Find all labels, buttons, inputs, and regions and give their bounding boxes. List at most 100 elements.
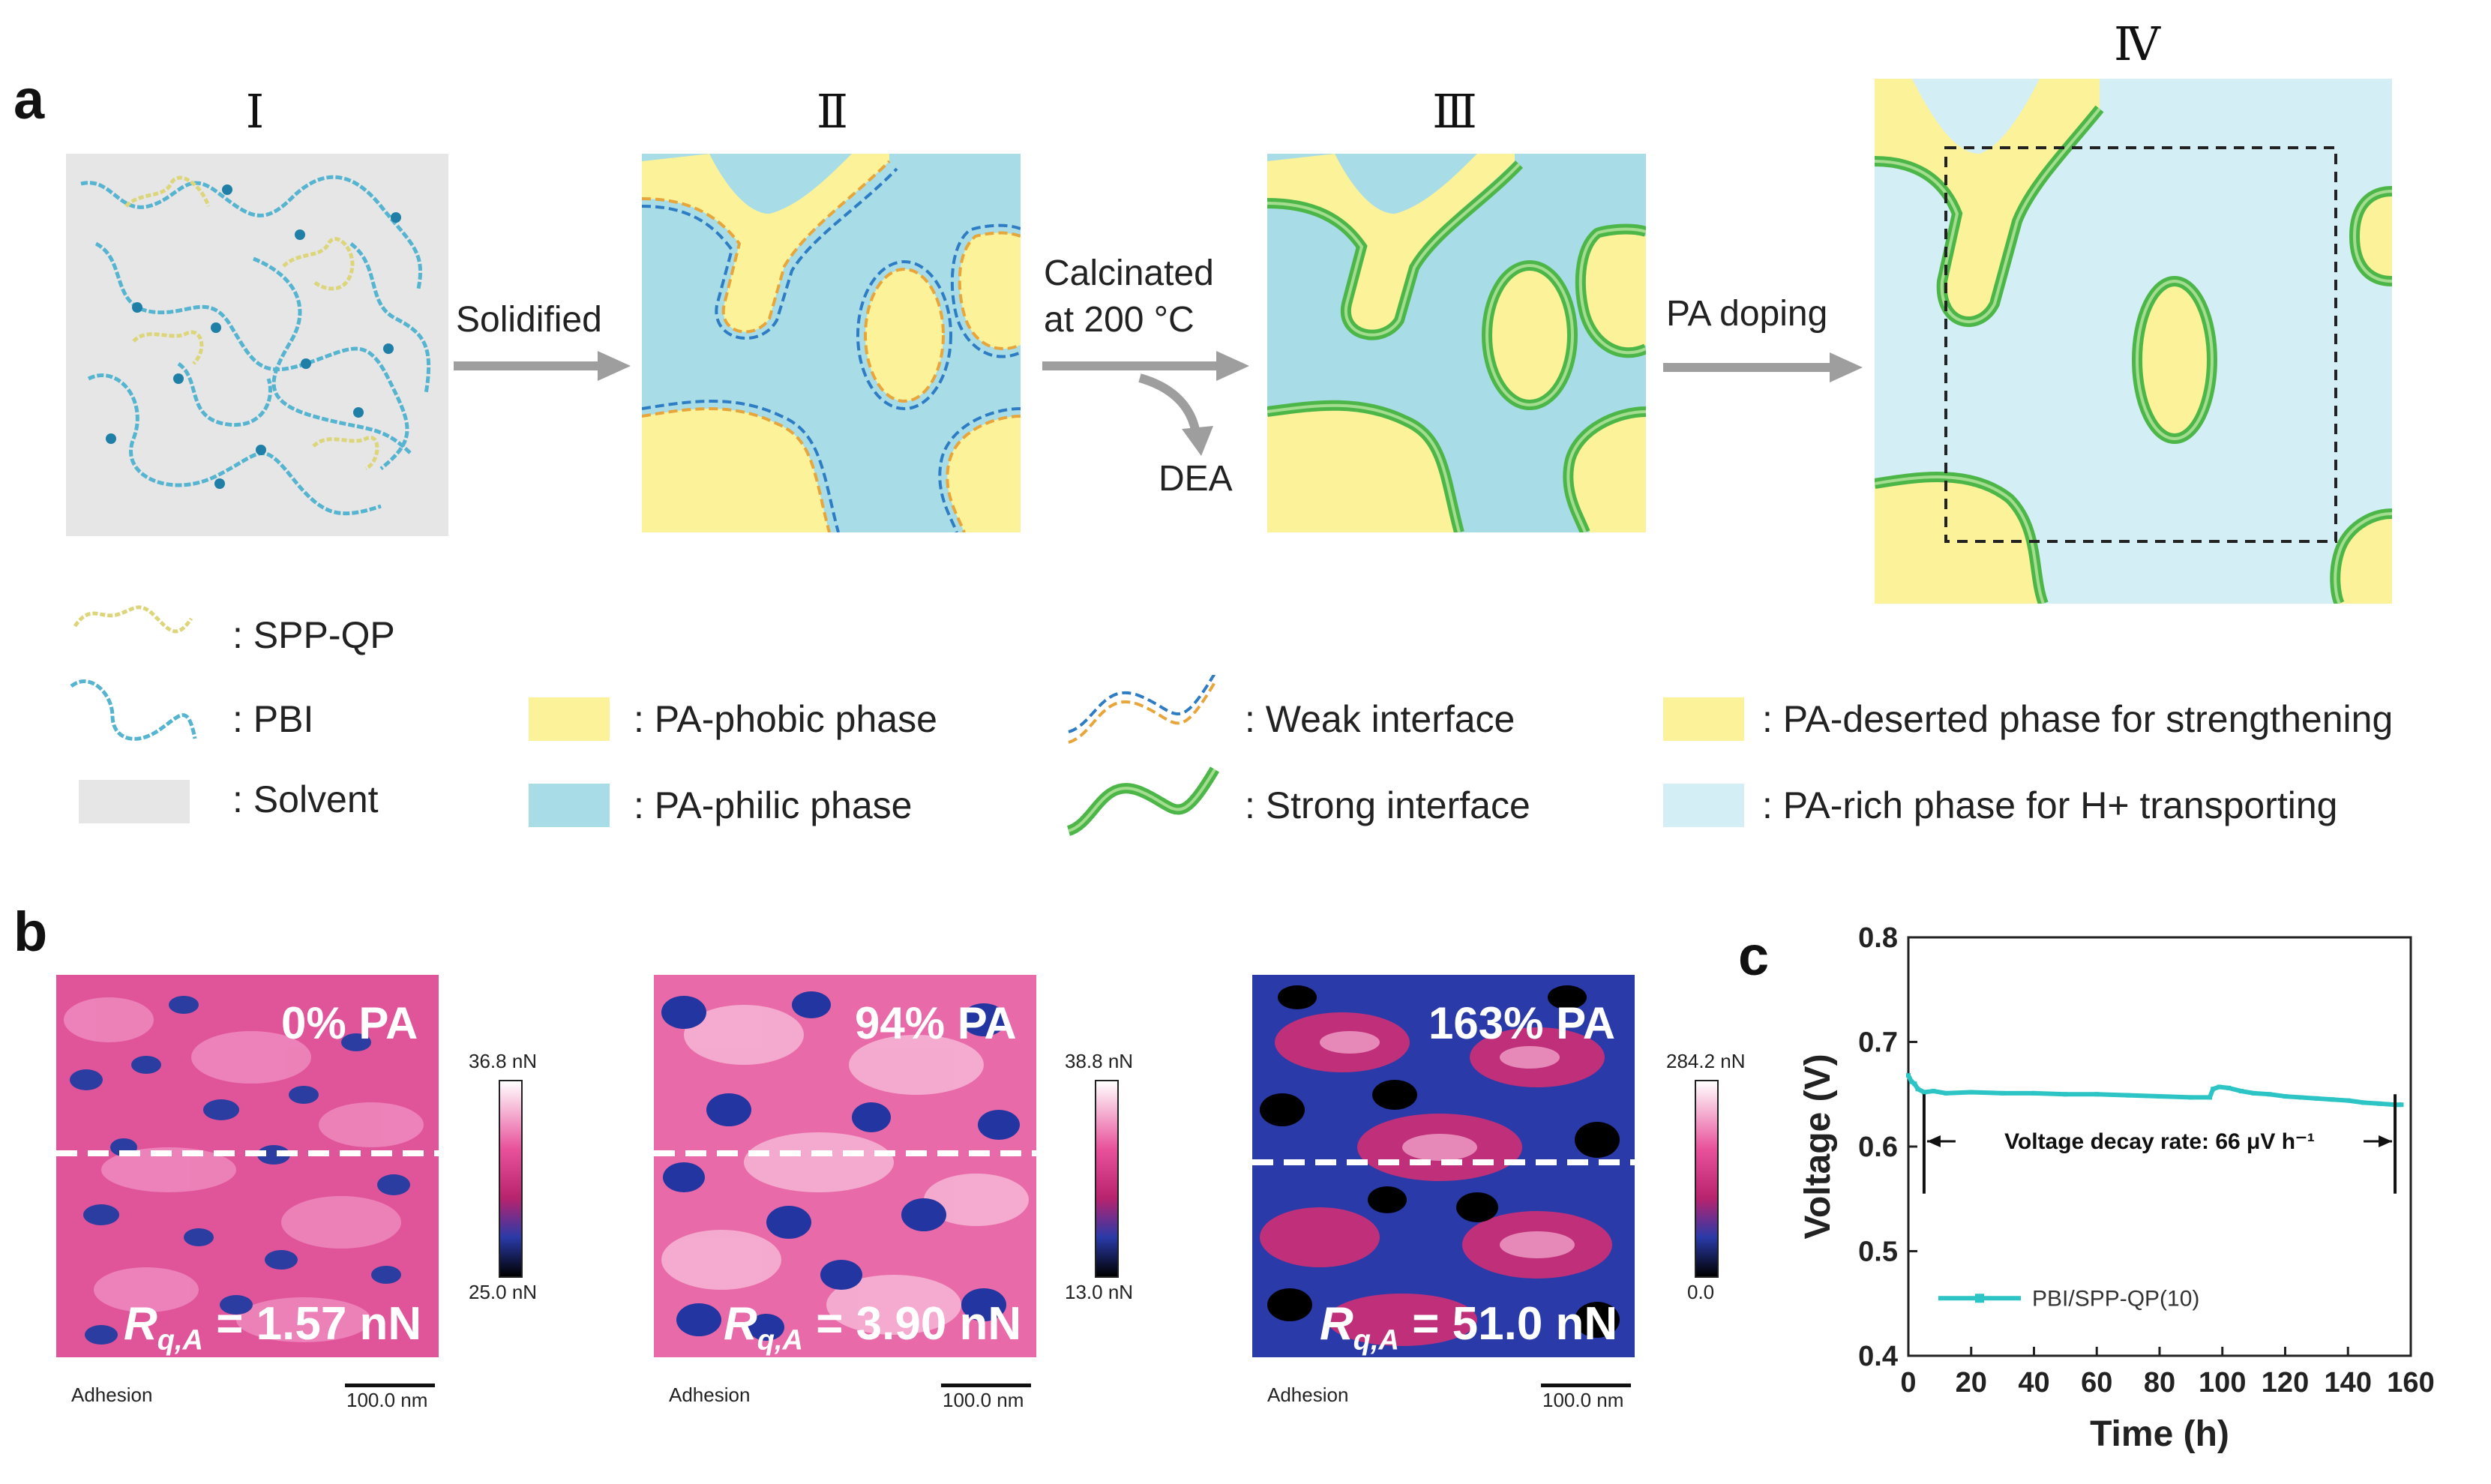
stage-2-label: Ⅱ: [816, 84, 849, 139]
afm-94pa-adhesion: Adhesion: [669, 1384, 751, 1406]
data-point: [2226, 1085, 2232, 1090]
y-tick-label: 0.4: [1858, 1341, 1898, 1372]
legend-pa-phobic: : PA-phobic phase: [634, 698, 937, 740]
y-tick-label: 0.6: [1858, 1132, 1898, 1163]
data-point: [1921, 1090, 1926, 1095]
x-tick-label: 20: [1956, 1367, 1987, 1399]
legend-spp-qp: : SPP-QP: [232, 614, 395, 656]
x-tick-label: 160: [2387, 1367, 2434, 1399]
afm-94pa-label: 94% PA: [855, 998, 1017, 1048]
data-point: [2094, 1092, 2100, 1097]
data-point: [2063, 1092, 2068, 1097]
y-tick-label: 0.7: [1858, 1027, 1898, 1059]
stage-3-schematic: [1267, 154, 1646, 532]
x-tick-label: 80: [2144, 1367, 2175, 1399]
panel-b-letter: b: [13, 901, 48, 963]
solidified-label: Solidified: [456, 300, 602, 340]
afm-163pa-scalebar: [1541, 1384, 1631, 1387]
afm-163pa-rq-sym: R: [1320, 1298, 1353, 1350]
afm-163pa-label: 163% PA: [1428, 998, 1616, 1048]
data-point: [2399, 1102, 2404, 1108]
legend-marker: [1975, 1294, 1984, 1303]
data-point: [2031, 1090, 2037, 1096]
zoom-box: [1944, 146, 2337, 543]
dea-label: DEA: [1159, 459, 1233, 499]
x-tick-label: 40: [2018, 1367, 2049, 1399]
data-point: [2283, 1094, 2288, 1099]
calcinated-label-line2: at 200 °C: [1044, 300, 1195, 340]
calcinated-label-line1: Calcinated: [1044, 253, 1214, 293]
data-point: [2000, 1090, 2005, 1096]
data-point: [2211, 1087, 2216, 1092]
afm-163pa-scale: 100.0 nm: [1542, 1389, 1624, 1411]
x-axis-label: Time (h): [2090, 1414, 2229, 1454]
legend-pa-philic: : PA-philic phase: [634, 784, 913, 826]
afm-0pa-scale: 100.0 nm: [346, 1389, 428, 1411]
afm-0pa-scalebar: [345, 1384, 435, 1387]
x-tick-label: 60: [2081, 1367, 2112, 1399]
data-point: [2188, 1095, 2193, 1100]
data-point: [2361, 1100, 2367, 1105]
data-point: [1912, 1081, 1917, 1087]
stage-1-label: Ⅰ: [245, 84, 265, 139]
afm-0pa-rq-sym: R: [124, 1298, 157, 1350]
legend-pa-deserted: : PA-deserted phase for strengthening: [1762, 698, 2394, 740]
afm-163pa-cb-min: 0.0: [1687, 1281, 1715, 1303]
pa-philic-swatch: [529, 784, 610, 827]
afm-163pa-cb-max: 284.2 nN: [1666, 1050, 1746, 1072]
panel-a-letter: a: [13, 68, 45, 130]
data-point: [2217, 1084, 2222, 1090]
y-tick-label: 0.8: [1858, 922, 1898, 954]
data-point: [2330, 1097, 2335, 1102]
data-point: [1931, 1089, 1936, 1094]
data-point: [2298, 1095, 2304, 1100]
data-point: [2126, 1093, 2131, 1098]
data-point: [1944, 1090, 1949, 1096]
afm-163pa-colorbar: [1695, 1080, 1719, 1278]
afm-94pa-scalebar: [941, 1384, 1031, 1387]
pbi-swatch: [70, 679, 197, 741]
spp-qp-swatch: [73, 605, 193, 634]
stage-3-label: Ⅲ: [1432, 84, 1477, 139]
afm-0pa-rq: Rq,A = 1.57 nN: [124, 1297, 421, 1357]
data-point: [1915, 1087, 1920, 1092]
afm-0pa-rq-sub: q,A: [157, 1324, 203, 1357]
annot-arrowhead-left: [1926, 1135, 1941, 1148]
arrow-calcinated: [1042, 351, 1249, 456]
strong-interface-swatch: [1066, 766, 1220, 836]
data-point: [1909, 1079, 1914, 1084]
stage-2-schematic: [642, 154, 1021, 532]
legend-weak-interface: : Weak interface: [1245, 698, 1515, 740]
data-point: [2314, 1096, 2319, 1101]
afm-94pa-cb-min: 13.0 nN: [1065, 1281, 1134, 1303]
pa-rich-swatch: [1663, 784, 1744, 827]
annot-arrowhead-right: [2379, 1135, 2393, 1148]
legend-label: PBI/SPP-QP(10): [2032, 1286, 2199, 1311]
decay-annotation: Voltage decay rate: 66 μV h⁻¹: [2004, 1129, 2315, 1154]
y-tick-label: 0.5: [1858, 1237, 1898, 1268]
x-tick-label: 0: [1900, 1367, 1916, 1399]
x-tick-label: 140: [2325, 1367, 2372, 1399]
x-tick-label: 100: [2199, 1367, 2246, 1399]
weak-interface-swatch: [1068, 675, 1216, 744]
afm-163pa-adhesion: Adhesion: [1267, 1384, 1349, 1406]
arrow-solidified: [454, 351, 631, 381]
legend-pbi: : PBI: [232, 698, 314, 740]
afm-0pa-label: 0% PA: [281, 998, 418, 1048]
afm-163pa-rq-val: = 51.0 nN: [1399, 1298, 1618, 1350]
afm-94pa-colorbar: [1095, 1080, 1119, 1278]
afm-163pa-rq: Rq,A = 51.0 nN: [1320, 1297, 1617, 1357]
voltage-chart: 0 20 40 60 80 100 120 140 160 0.4 0.5 0.6 0.7 0.8 Time…: [1798, 922, 2435, 1454]
afm-94pa-rq-val: = 3.90 nN: [803, 1298, 1022, 1350]
afm-0pa-adhesion: Adhesion: [71, 1384, 153, 1406]
legend-strong-interface: : Strong interface: [1245, 784, 1530, 826]
series-line: [1906, 1074, 2402, 1108]
arrow-pa-doping: [1663, 352, 1863, 382]
afm-0pa-rq-val: = 1.57 nN: [203, 1298, 422, 1350]
y-axis-label: Voltage (V): [1798, 1054, 1838, 1239]
data-point: [1906, 1073, 1911, 1078]
pa-phobic-swatch: [529, 697, 610, 741]
data-point: [2251, 1090, 2256, 1096]
data-point: [2377, 1101, 2382, 1106]
afm-0pa-colorbar: [499, 1080, 523, 1278]
